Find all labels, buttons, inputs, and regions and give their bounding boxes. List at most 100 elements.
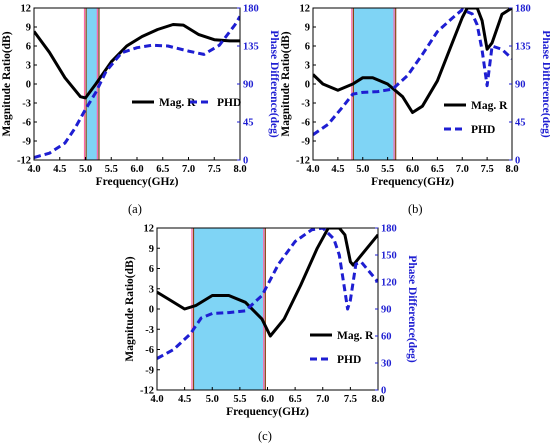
x-axis-label: Frequency(GHz) [371, 176, 454, 188]
legend-label: PHD [337, 354, 361, 366]
panel-label-c: (c) [258, 429, 272, 443]
y-tick-label: 6 [26, 42, 31, 53]
x-tick-label: 5.5 [105, 164, 118, 175]
legend: Mag. R PHD [444, 100, 508, 136]
legend: Mag. R PHD [132, 97, 241, 109]
legend-label: Mag. R [159, 97, 196, 109]
passband-region [85, 8, 99, 160]
panel-label-b: (b) [408, 202, 423, 216]
y-tick-label: 9 [149, 244, 154, 255]
series-line-mag-r [313, 8, 512, 114]
x-tick-label: 4.5 [178, 394, 191, 405]
y-axis-label: Magnitude Ratio(dB) [280, 31, 292, 136]
y-tick-label: -12 [296, 156, 310, 167]
x-tick-label: 6.0 [130, 164, 143, 175]
y2-axis-label: Phase Difference(deg) [406, 255, 418, 363]
x-tick-label: 7.0 [182, 164, 195, 175]
x-tick-label: 5.5 [381, 164, 394, 175]
y-tick-label: 3 [305, 61, 310, 72]
x-tick-label: 5.0 [206, 394, 219, 405]
y-tick-label: 0 [149, 305, 154, 316]
y2-tick-label: 60 [381, 332, 392, 343]
series-line-phd [34, 15, 240, 159]
y2-tick-label: 30 [381, 359, 392, 370]
y2-axis-label: Phase Difference(deg) [540, 30, 550, 138]
y-axis-label: Magnitude Ratio(dB) [124, 256, 136, 361]
y-tick-label: -3 [301, 99, 310, 110]
y-tick-label: -12 [17, 156, 31, 167]
y-tick-label: -6 [145, 345, 154, 356]
x-tick-label: 6.5 [431, 164, 444, 175]
x-tick-label: 7.5 [344, 394, 357, 405]
x-tick-label: 7.5 [208, 164, 221, 175]
legend-label: PHD [471, 124, 495, 136]
y2-tick-label: 0 [515, 156, 520, 167]
x-tick-label: 5.5 [233, 394, 246, 405]
y2-tick-label: 90 [381, 305, 392, 316]
legend: Mag. R PHD [310, 330, 374, 366]
x-tick-label: 7.0 [456, 164, 469, 175]
y-tick-label: -12 [140, 386, 154, 397]
y2-tick-label: 180 [515, 4, 531, 15]
x-tick-label: 4.5 [331, 164, 344, 175]
y-tick-label: 6 [305, 42, 310, 53]
y-tick-label: -9 [301, 137, 310, 148]
y-tick-label: -9 [22, 137, 31, 148]
y2-tick-label: 0 [381, 386, 386, 397]
x-tick-label: 7.5 [481, 164, 494, 175]
x-tick-label: 5.0 [79, 164, 92, 175]
y-tick-label: 3 [26, 61, 31, 72]
x-tick-label: 5.0 [356, 164, 369, 175]
plot-frame [312, 7, 513, 161]
y-axis-label: Magnitude Ratio(dB) [1, 31, 13, 136]
x-tick-label: 4.5 [53, 164, 66, 175]
y-tick-label: 12 [21, 4, 32, 15]
plot-frame [33, 7, 241, 161]
x-tick-label: 4.0 [306, 164, 319, 175]
x-axis-label: Frequency(GHz) [226, 406, 309, 418]
y2-tick-label: 180 [243, 4, 259, 15]
y-tick-label: 9 [305, 23, 310, 34]
y-tick-label: -3 [22, 99, 31, 110]
x-tick-label: 6.5 [156, 164, 169, 175]
chart-panel-b: 4.0 4.5 5.0 5.5 6.0 6.5 7.0 7.5 8.0 -12 -9 -6 -3 0 3 6 9… [280, 4, 550, 189]
y2-tick-label: 0 [243, 156, 248, 167]
y2-tick-label: 90 [515, 80, 526, 91]
y2-tick-label: 45 [515, 118, 526, 129]
y2-tick-label: 135 [515, 42, 531, 53]
y-tick-label: 0 [305, 80, 310, 91]
y2-tick-label: 150 [381, 251, 397, 262]
legend-label: PHD [217, 97, 241, 109]
y-tick-label: 0 [26, 80, 31, 91]
y-tick-label: 12 [144, 224, 155, 235]
x-tick-label: 8.0 [371, 394, 384, 405]
y2-tick-label: 120 [381, 278, 397, 289]
x-tick-label: 4.0 [150, 394, 163, 405]
y2-tick-label: 135 [243, 42, 259, 53]
x-tick-label: 6.0 [261, 394, 274, 405]
y-tick-label: 9 [26, 23, 31, 34]
y-tick-label: -6 [22, 118, 31, 129]
chart-panel-c: 4.0 4.5 5.0 5.5 6.0 6.5 7.0 7.5 8.0 -12 -9 -6 -3 0 3 6 9… [124, 224, 418, 419]
x-tick-label: 7.0 [316, 394, 329, 405]
y-tick-label: -9 [145, 365, 154, 376]
series-line-phd [157, 228, 378, 360]
chart-panel-a: 4.0 4.5 5.0 5.5 6.0 6.5 7.0 7.5 8.0 -12 -9 -6 -3 0 3 6 9… [1, 4, 280, 189]
y2-tick-label: 180 [381, 224, 397, 235]
legend-label: Mag. R [337, 330, 374, 342]
x-tick-label: 6.0 [406, 164, 419, 175]
x-tick-label: 4.0 [27, 164, 40, 175]
series-line-mag-r [34, 23, 240, 100]
y2-tick-label: 45 [243, 118, 254, 129]
legend-label: Mag. R [471, 100, 508, 112]
x-tick-label: 6.5 [289, 394, 302, 405]
x-axis-label: Frequency(GHz) [96, 176, 179, 188]
y-tick-label: 3 [149, 284, 154, 295]
y-tick-label: 6 [149, 264, 154, 275]
x-tick-label: 8.0 [505, 164, 518, 175]
y-tick-label: -3 [145, 325, 154, 336]
y2-tick-label: 90 [243, 80, 254, 91]
panel-label-a: (a) [128, 202, 142, 216]
y-tick-label: -6 [301, 118, 310, 129]
